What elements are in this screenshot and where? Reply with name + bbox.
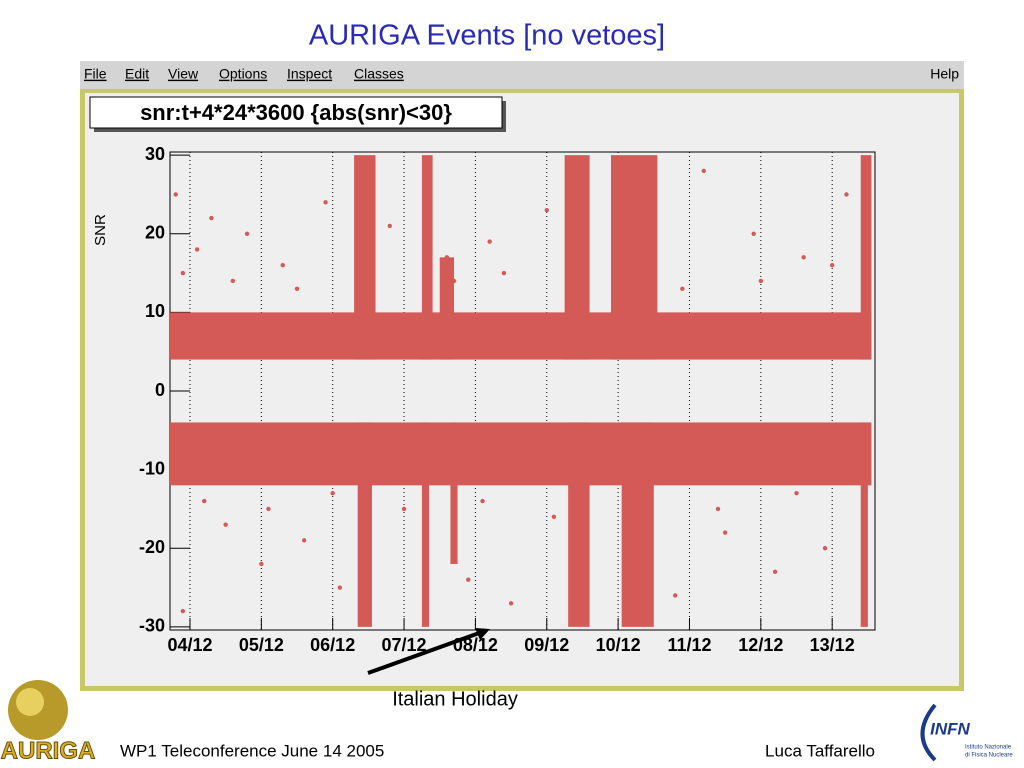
point [209,215,214,221]
point [202,498,207,504]
footer-left: WP1 Teleconference June 14 2005 [120,741,384,760]
dense-region [860,155,872,360]
point [387,223,392,229]
point [544,207,549,213]
point [323,200,328,205]
infn-caption: di Fisica Nucleare [965,753,1013,759]
point [401,506,407,512]
point [444,255,450,260]
point [673,593,678,598]
plot-frame [169,151,876,631]
title-box [89,96,503,129]
menu-bar [80,61,964,89]
point [451,278,457,284]
x-tick-label: 11/12 [667,635,711,655]
dense-region [450,422,458,564]
dense-region [170,422,872,486]
menu-item[interactable]: Inspect [287,66,332,82]
dense-region [357,422,372,627]
x-tick-label: 04/12 [167,635,212,655]
point [337,585,343,590]
y-tick-label: 0 [155,380,165,400]
y-tick-label: -20 [139,537,165,557]
point [508,601,514,606]
point [173,192,178,197]
plot-title: snr:t+4*24*3600 {abs(snr)<30} [140,100,452,125]
x-tick-label: 10/12 [596,635,641,655]
point [487,239,492,244]
point [715,506,721,512]
point [194,247,200,252]
menu-item[interactable]: File [84,66,107,82]
x-tick-label: 13/12 [810,635,855,655]
x-tick-label: 08/12 [453,635,498,655]
arrow [367,630,483,675]
point [223,522,228,527]
point [551,514,557,519]
y-tick-label: 30 [145,144,165,164]
point [466,577,471,582]
dense-region [568,422,590,627]
point [501,270,507,276]
dense-region [439,257,454,360]
y-tick-label: -30 [139,616,165,636]
dense-region [564,155,590,360]
menu-item[interactable]: Help [930,66,959,82]
x-tick-label: 07/12 [382,635,427,655]
y-tick-label: -10 [139,458,165,478]
dense-region [610,155,658,360]
point [722,530,728,535]
y-axis-label: SNR [92,214,109,246]
point [844,192,849,197]
point [801,255,806,260]
y-tick-label: 10 [145,301,165,321]
point [280,263,285,268]
infn-logo: INFN [930,719,970,738]
annotation: Italian Holiday [392,688,518,710]
infn-arc [920,703,937,762]
x-tick-label: 05/12 [239,635,284,655]
menu-item[interactable]: Classes [354,66,404,82]
dense-region [860,422,868,627]
dense-region [421,422,430,627]
point [180,608,186,614]
point [751,231,756,236]
arrow-head [475,628,490,640]
x-tick-label: 09/12 [524,635,569,655]
point [259,561,264,567]
point [330,491,335,496]
dense-region [621,422,654,627]
y-tick-label: 20 [145,223,165,243]
point [822,546,828,551]
dense-region [354,155,376,360]
point [266,506,271,512]
point [829,263,835,268]
auriga-highlight [16,688,44,716]
infn-caption: Istituto Nazionale [965,745,1012,751]
point [758,278,764,284]
point [294,286,300,291]
point [180,270,186,276]
point [772,569,778,575]
point [701,168,706,174]
dense-region [421,155,433,360]
point [230,278,235,284]
footer-right: Luca Taffarello [765,741,875,760]
menu-item[interactable]: Options [219,66,267,82]
menu-item[interactable]: Edit [125,66,149,82]
dense-region [170,312,872,360]
point [244,231,250,236]
point [301,538,307,543]
point [480,498,485,504]
auriga-logo: AURIGA [1,737,96,764]
slide-title: AURIGA Events [no vetoes] [309,20,665,52]
point [680,286,685,291]
x-tick-label: 12/12 [738,635,783,655]
point [794,491,799,496]
x-tick-label: 06/12 [310,635,355,655]
menu-item[interactable]: View [168,66,199,82]
